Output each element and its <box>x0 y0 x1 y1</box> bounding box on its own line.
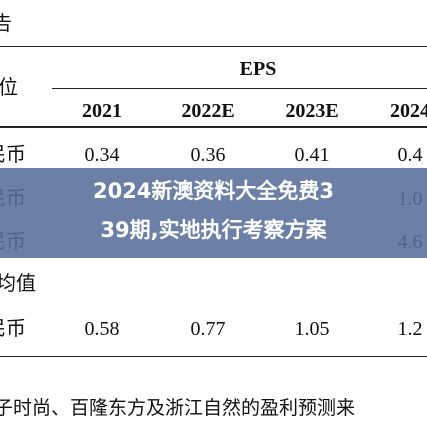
cell: 0.58 <box>84 318 120 340</box>
title-banner: 2024新澳资料大全免费3 39期,实地执行考察方案 <box>0 168 427 258</box>
cell: 1.2 <box>397 318 423 340</box>
cell: 0.4 <box>397 144 423 166</box>
row-label: 民币 <box>0 318 26 340</box>
banner-line: 2024新澳资料大全免费3 <box>92 179 335 203</box>
row-label: 民币 <box>0 144 26 166</box>
cell: 1.05 <box>294 318 330 340</box>
column-header: 2021 <box>82 100 122 122</box>
rule <box>0 126 427 128</box>
corner-text: 告 <box>0 13 12 35</box>
group-header: EPS <box>239 58 277 80</box>
row-label: 均值 <box>0 273 36 295</box>
unit-label: 位 <box>0 77 18 99</box>
cell: 0.41 <box>294 144 330 166</box>
rule <box>0 46 427 47</box>
rule <box>52 88 427 89</box>
banner-line: 39期,实地执行考察方案 <box>100 218 327 242</box>
column-header: 2022E <box>181 100 235 122</box>
cell: 0.36 <box>190 144 226 166</box>
rule <box>0 356 427 357</box>
cell: 0.34 <box>84 144 120 166</box>
column-header: 2023E <box>285 100 339 122</box>
column-header: 2024 <box>390 100 427 122</box>
footnote: 子时尚、百隆东方及浙江自然的盈利预测来 <box>0 398 356 419</box>
cell: 0.77 <box>190 318 226 340</box>
